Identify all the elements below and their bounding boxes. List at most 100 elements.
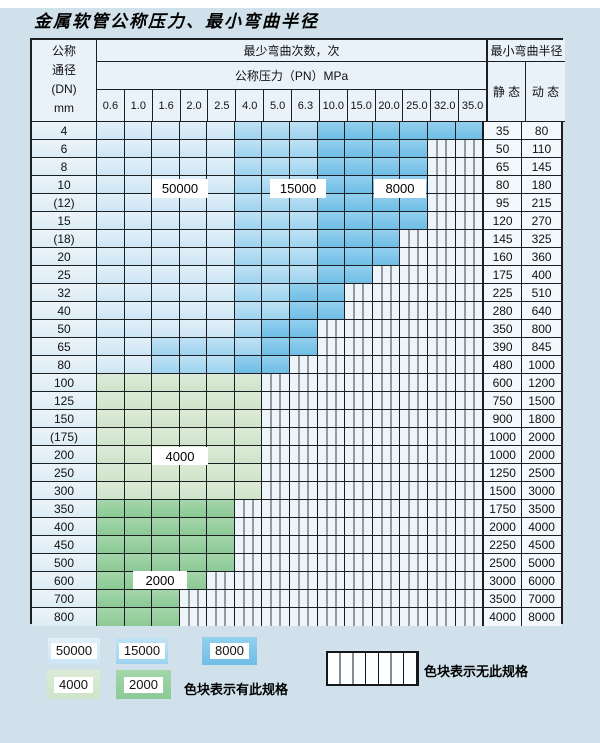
table-row: 500 2500 5000 bbox=[32, 554, 562, 572]
dn-cell: 40 bbox=[32, 302, 97, 320]
pressure-cell bbox=[317, 554, 346, 572]
pressure-cell bbox=[345, 302, 373, 320]
dn-cell: 65 bbox=[32, 338, 97, 356]
pressure-cell bbox=[97, 176, 125, 194]
pressure-cell bbox=[152, 392, 180, 410]
pressure-cell bbox=[97, 338, 125, 356]
pressure-cell bbox=[427, 464, 456, 482]
pressure-cell bbox=[234, 410, 263, 428]
pressure-tick: 20.0 bbox=[375, 90, 404, 122]
pressure-cell bbox=[262, 518, 291, 536]
pressure-cell bbox=[152, 302, 180, 320]
pressure-cell bbox=[455, 266, 484, 284]
table-row: 15 120 270 bbox=[32, 212, 562, 230]
pressure-cell bbox=[97, 392, 125, 410]
pressure-cell bbox=[455, 428, 484, 446]
pressure-cell bbox=[179, 590, 208, 608]
pressure-cell bbox=[207, 536, 235, 554]
pressure-cell bbox=[124, 302, 153, 320]
static-radius-cell: 175 bbox=[483, 266, 523, 284]
table-row: 150 900 1800 bbox=[32, 410, 562, 428]
pressure-cell bbox=[317, 590, 346, 608]
legend-no-spec-text: 色块表示无此规格 bbox=[424, 664, 529, 679]
pressure-cell bbox=[290, 338, 318, 356]
pressure-cell bbox=[124, 140, 153, 158]
pressure-cell bbox=[234, 158, 263, 176]
pressure-cell bbox=[262, 248, 291, 266]
pressure-cell bbox=[207, 230, 235, 248]
pressure-cell bbox=[317, 320, 346, 338]
dynamic-radius-cell: 360 bbox=[522, 248, 562, 266]
dynamic-radius-cell: 2500 bbox=[522, 464, 562, 482]
pressure-cell bbox=[400, 230, 428, 248]
pressure-cell bbox=[290, 374, 318, 392]
pressure-cell bbox=[207, 608, 235, 626]
pressure-cell bbox=[207, 590, 235, 608]
dynamic-radius-cell: 1200 bbox=[522, 374, 562, 392]
pressure-cell bbox=[97, 374, 125, 392]
pressure-cell bbox=[207, 212, 235, 230]
dn-cell: 800 bbox=[32, 608, 97, 626]
dn-header-line: 通径 bbox=[51, 63, 76, 77]
pressure-cell bbox=[97, 446, 125, 464]
pressure-cell bbox=[372, 194, 401, 212]
table-row: 250 1250 2500 bbox=[32, 464, 562, 482]
dynamic-radius-cell: 110 bbox=[522, 140, 562, 158]
pressure-cell bbox=[427, 410, 456, 428]
pressure-cell bbox=[455, 536, 484, 554]
pressure-cell bbox=[97, 320, 125, 338]
pressure-cell bbox=[372, 392, 401, 410]
pressure-cell bbox=[290, 320, 318, 338]
pressure-cell bbox=[372, 212, 401, 230]
pressure-cell bbox=[372, 320, 401, 338]
pressure-cell bbox=[207, 356, 235, 374]
pressure-cell bbox=[179, 284, 208, 302]
pressure-cell bbox=[400, 374, 428, 392]
page-title: 金属软管公称压力、最小弯曲半径 bbox=[34, 12, 319, 32]
pressure-cell bbox=[317, 428, 346, 446]
pressure-cell bbox=[179, 482, 208, 500]
pressure-cell bbox=[124, 590, 153, 608]
dn-cell: 500 bbox=[32, 554, 97, 572]
pressure-cell bbox=[317, 356, 346, 374]
pressure-tick: 25.0 bbox=[403, 90, 432, 122]
pressure-cell bbox=[317, 608, 346, 626]
pressure-cell bbox=[207, 482, 235, 500]
pressure-cell bbox=[234, 176, 263, 194]
table-row: 100 600 1200 bbox=[32, 374, 562, 392]
pressure-cell bbox=[152, 122, 180, 140]
pressure-cell bbox=[234, 608, 263, 626]
pressure-cell bbox=[152, 212, 180, 230]
pressure-cell bbox=[455, 572, 484, 590]
pressure-cell bbox=[124, 482, 153, 500]
dn-cell: 50 bbox=[32, 320, 97, 338]
pressure-cell bbox=[345, 500, 373, 518]
bend-cycles-header: 最少弯曲次数，次 bbox=[97, 40, 487, 62]
pressure-cell bbox=[97, 230, 125, 248]
pressure-cell bbox=[372, 428, 401, 446]
pressure-cell bbox=[372, 572, 401, 590]
pressure-cell bbox=[97, 302, 125, 320]
legend-swatch: 50000 bbox=[48, 638, 100, 664]
pressure-cell bbox=[345, 410, 373, 428]
dn-cell: 150 bbox=[32, 410, 97, 428]
pressure-cell bbox=[207, 410, 235, 428]
pressure-cell bbox=[317, 572, 346, 590]
pressure-cell bbox=[427, 140, 456, 158]
pressure-cell bbox=[234, 356, 263, 374]
pressure-cell bbox=[262, 158, 291, 176]
static-radius-cell: 145 bbox=[483, 230, 523, 248]
legend-swatch: 8000 bbox=[202, 637, 257, 665]
pressure-cell bbox=[455, 464, 484, 482]
table-row: 800 4000 8000 bbox=[32, 608, 562, 626]
pressure-cell bbox=[207, 176, 235, 194]
dn-cell: 32 bbox=[32, 284, 97, 302]
pressure-cell bbox=[427, 176, 456, 194]
pressure-cell bbox=[372, 554, 401, 572]
pressure-cell bbox=[207, 572, 235, 590]
pressure-cell bbox=[207, 140, 235, 158]
table-row: 400 2000 4000 bbox=[32, 518, 562, 536]
static-radius-cell: 350 bbox=[483, 320, 523, 338]
pressure-cell bbox=[372, 446, 401, 464]
pressure-cell bbox=[262, 428, 291, 446]
